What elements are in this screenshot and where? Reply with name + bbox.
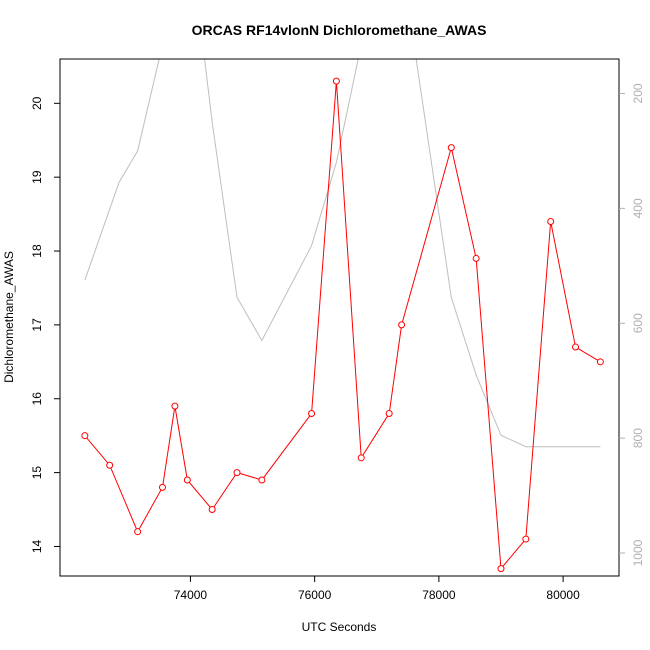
y2-tick-label-2: 600: [631, 313, 645, 333]
x-axis-label: UTC Seconds: [302, 620, 377, 634]
y-tick-label-6: 20: [30, 96, 44, 110]
data-point-9: [308, 410, 316, 418]
data-point-17: [522, 535, 530, 543]
y-axis-label: Dichloromethane_AWAS: [2, 251, 16, 383]
y2-tick-label-4: 1000: [631, 539, 645, 566]
data-point-13: [398, 321, 406, 329]
data-point-3: [158, 483, 166, 491]
plot-area: [81, 59, 604, 573]
data-point-11: [357, 454, 365, 462]
data-point-10: [332, 77, 340, 85]
y-tick-label-3: 17: [30, 318, 44, 332]
data-point-16: [497, 565, 505, 573]
data-point-1: [106, 461, 114, 469]
data-point-4: [171, 402, 179, 410]
data-point-2: [134, 528, 142, 536]
data-point-20: [596, 358, 604, 366]
y2-tick-label-0: 200: [631, 83, 645, 103]
data-point-12: [385, 410, 393, 418]
data-point-18: [547, 217, 555, 225]
x-tick-label-1: 76000: [298, 588, 332, 602]
chart-title: ORCAS RF14vlonN Dichloromethane_AWAS: [192, 22, 487, 38]
y2-tick-label-1: 400: [631, 198, 645, 218]
data-point-19: [572, 343, 580, 351]
data-point-15: [472, 254, 480, 262]
x-tick-label-0: 74000: [174, 588, 208, 602]
data-point-6: [208, 506, 216, 514]
x-tick-label-3: 80000: [546, 588, 580, 602]
data-point-8: [258, 476, 266, 484]
data-point-5: [183, 476, 191, 484]
data-point-0: [81, 432, 89, 440]
y-tick-label-5: 19: [30, 170, 44, 184]
primary-series-line: [84, 81, 601, 570]
x-tick-label-2: 78000: [422, 588, 456, 602]
secondary-series-line: [84, 59, 601, 448]
y-tick-label-1: 15: [30, 466, 44, 480]
plot-frame: [59, 58, 620, 577]
y-tick-label-4: 18: [30, 244, 44, 258]
data-point-7: [233, 469, 241, 477]
y2-tick-label-3: 800: [631, 428, 645, 448]
y-tick-label-2: 16: [30, 392, 44, 406]
data-point-14: [447, 144, 455, 152]
y-tick-label-0: 14: [30, 539, 44, 553]
